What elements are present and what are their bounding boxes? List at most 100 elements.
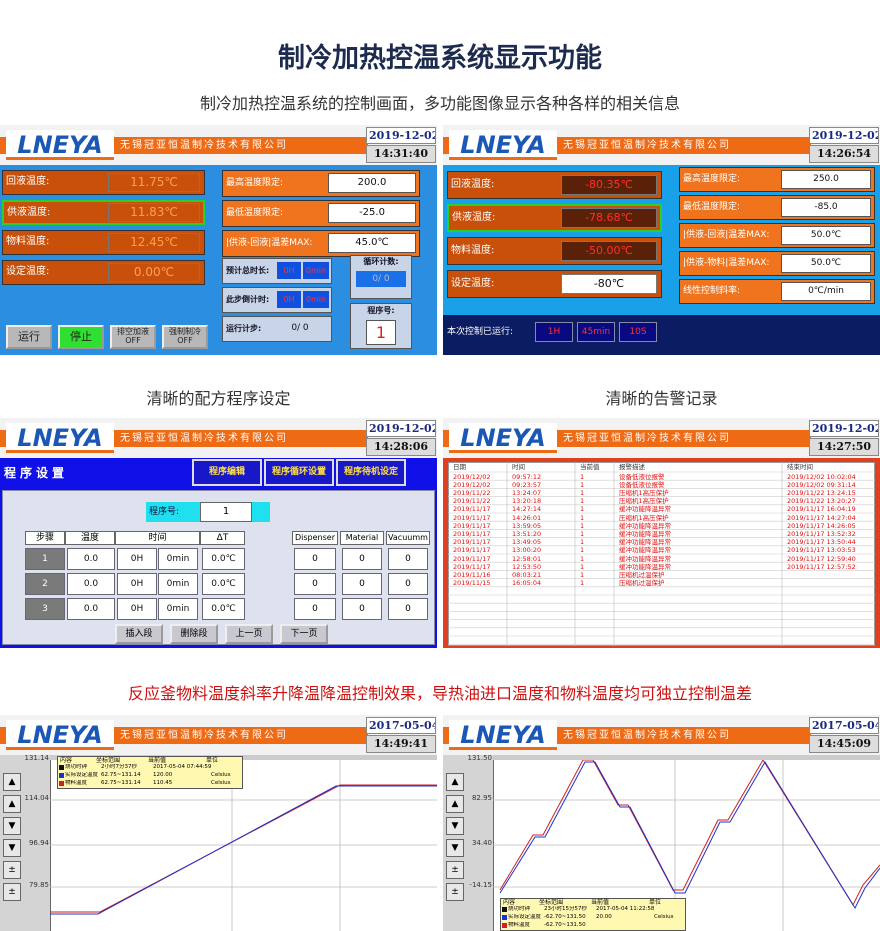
scroll-button[interactable]: ▲	[3, 773, 21, 791]
alarm-cell: 2019/11/17 16:04:19	[787, 505, 856, 514]
alarm-cell: 1	[580, 521, 585, 530]
alarm-cell: 2019/11/22	[453, 488, 491, 497]
tab-button[interactable]: 程序循环设置	[264, 459, 334, 486]
legend-cell: 实际设定温度	[65, 772, 99, 778]
alarm-cell: 1	[580, 480, 585, 489]
date-display: 2017-05-04	[366, 717, 436, 734]
alarm-cell: 13:00:20	[512, 546, 542, 555]
scroll-button[interactable]: ▼	[3, 817, 21, 835]
field-value: -78.68℃	[561, 208, 657, 228]
alarm-header: 日期	[453, 463, 466, 471]
edit-button[interactable]: 插入段	[115, 624, 163, 644]
alarm-cell: 09:23:57	[512, 480, 542, 489]
limit-value: 50.0℃	[781, 226, 871, 245]
scroll-button[interactable]: ±	[3, 883, 21, 901]
alarm-header: 报警描述	[619, 463, 645, 471]
screen-panel: LNEYA 无锡冠亚恒温制冷技术有限公司 2019-12-02 14:28:06 程序设…	[0, 418, 437, 648]
alarm-cell: 2019/11/17	[453, 513, 491, 522]
company-name: 无锡冠亚恒温制冷技术有限公司	[563, 140, 731, 151]
field-label: 供液温度:	[2, 200, 205, 225]
program-value: 1	[200, 502, 252, 522]
limit-value: 45.0℃	[328, 233, 416, 253]
screen-panel: LNEYA 无锡冠亚恒温制冷技术有限公司 2019-12-02 14:31:40 回液温…	[0, 125, 437, 355]
alarm-cell: 2019/11/17	[453, 505, 491, 514]
scroll-button[interactable]: ▼	[3, 839, 21, 857]
field-label: 物料温度:	[2, 230, 205, 255]
legend-box	[57, 756, 243, 789]
y-axis-label: 131.50	[467, 754, 493, 762]
legend-cell: 62.75~131.14	[101, 780, 141, 786]
scroll-button[interactable]: ▼	[446, 839, 464, 857]
alarm-cell: 2019/11/22 13:20:27	[787, 497, 856, 506]
alarm-cell: 2019/11/17 14:27:04	[787, 513, 856, 522]
timer-value: 0min	[303, 262, 329, 279]
time-display: 14:27:50	[809, 438, 879, 456]
alarm-cell: 2019/11/17 13:03:53	[787, 546, 856, 555]
alarm-cell: 2019/11/17 14:26:05	[787, 521, 856, 530]
screen-panel: LNEYA 无锡冠亚恒温制冷技术有限公司 2019-12-02 14:26:54 回液温…	[443, 125, 880, 355]
alarm-cell: 1	[580, 472, 585, 481]
edit-button[interactable]: 删除段	[170, 624, 218, 644]
alarm-header: 当前值	[580, 463, 600, 471]
scroll-button[interactable]: ▲	[3, 795, 21, 813]
time-display: 14:49:41	[366, 735, 436, 753]
legend-cell: 2小时7分37秒	[101, 764, 137, 770]
page-subtitle: 制冷加热控温系统的控制画面，多功能图像显示各种各样的相关信息	[199, 94, 680, 113]
y-axis-label: 79.85	[28, 881, 49, 889]
scroll-button[interactable]: ±	[446, 861, 464, 879]
program-label: 程序号:	[367, 306, 395, 315]
table-header: 时间	[115, 531, 200, 545]
extra-cell: 0	[294, 573, 336, 595]
scroll-button[interactable]: ±	[446, 883, 464, 901]
table-header: Dispenser	[292, 531, 338, 545]
control-button[interactable]: 排空加液 OFF	[110, 325, 156, 349]
time-display: 14:26:54	[809, 145, 879, 163]
extra-cell: 0	[294, 598, 336, 620]
control-button[interactable]: 强制制冷 OFF	[162, 325, 208, 349]
scroll-button[interactable]: ▲	[446, 773, 464, 791]
edit-button[interactable]: 上一页	[225, 624, 273, 644]
alarm-cell: 2019/11/17	[453, 554, 491, 563]
scroll-button[interactable]: ▼	[446, 817, 464, 835]
limit-value: 50.0℃	[781, 254, 871, 273]
limit-value: 200.0	[328, 173, 416, 193]
table-header: Vacuumm	[386, 531, 430, 545]
control-button[interactable]: 停止	[58, 325, 104, 349]
scroll-button[interactable]: ±	[3, 861, 21, 879]
field-value: -50.00℃	[561, 241, 657, 261]
alarm-cell: 1	[580, 513, 585, 522]
alarm-cell: 1	[580, 570, 585, 579]
alarm-cell: 13:51:20	[512, 529, 542, 538]
alarm-cell: 2019/11/16	[453, 570, 491, 579]
step-cell: 0H	[117, 598, 157, 620]
legend-swatch	[502, 915, 507, 920]
alarm-cell: 1	[580, 529, 585, 538]
step-number: 1	[25, 548, 65, 570]
brand-logo: LNEYA	[449, 423, 557, 453]
brand-logo: LNEYA	[6, 720, 114, 750]
step-label: 运行计步:	[222, 316, 332, 342]
alarm-cell: 2019/12/02	[453, 480, 491, 489]
tab-button[interactable]: 程序待机设定	[336, 459, 406, 486]
scroll-button[interactable]: ▲	[446, 795, 464, 813]
control-button[interactable]: 运行	[6, 325, 52, 349]
alarm-cell: 缓冲功能降温异常	[619, 521, 671, 530]
legend-cell: 2017-05-04 07:44:59	[153, 764, 212, 770]
time-display: 14:31:40	[366, 145, 436, 163]
edit-button[interactable]: 下一页	[280, 624, 328, 644]
alarm-cell: 1	[580, 546, 585, 555]
field-label: 回液温度:	[2, 170, 205, 195]
legend-header: 内容	[60, 757, 73, 764]
y-axis-label: 82.95	[471, 794, 492, 802]
cycle-value: 0/ 0	[356, 271, 406, 287]
y-axis-label: 34.40	[471, 839, 492, 847]
step-cell: 0.0℃	[202, 598, 245, 620]
tab-button[interactable]: 程序编辑	[192, 459, 262, 486]
field-value: -80℃	[561, 274, 657, 294]
screen-panel: LNEYA 无锡冠亚恒温制冷技术有限公司 2019-12-02 14:27:50 日期 时…	[443, 418, 880, 648]
legend-header: 单位	[649, 899, 662, 906]
alarm-cell: 2019/11/22	[453, 497, 491, 506]
step-cell: 0H	[117, 548, 157, 570]
legend-cell: 物料温度	[65, 780, 88, 786]
alarm-cell: 13:59:05	[512, 521, 542, 530]
